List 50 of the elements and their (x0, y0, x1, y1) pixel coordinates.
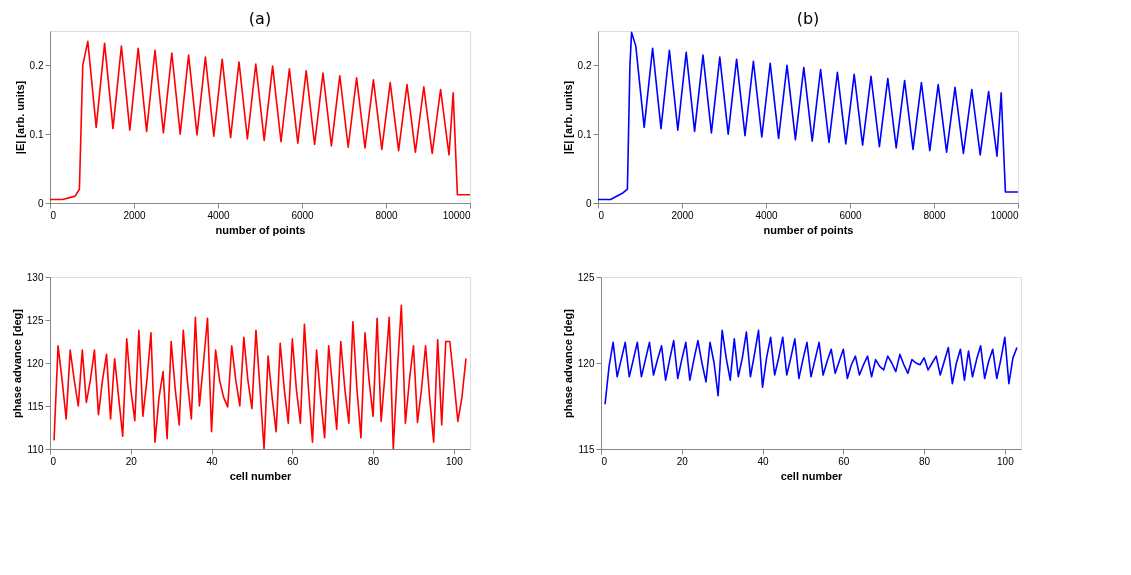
x-axis-title: cell number (780, 469, 844, 482)
x-tick-label: 100 (997, 455, 1015, 467)
x-tick-label: 0 (50, 209, 57, 221)
y-tick-label: 0.2 (29, 59, 44, 71)
x-tick-label: 0 (601, 455, 608, 467)
chart-title: (b) (796, 9, 820, 28)
x-tick-label: 6000 (291, 209, 315, 221)
line-series (604, 329, 1018, 406)
y-tick-label: 120 (577, 357, 595, 369)
line-series (53, 304, 467, 449)
x-axis-title: cell number (229, 469, 293, 482)
x-tick-label: 40 (206, 455, 219, 467)
y-tick-label: 0.1 (29, 128, 44, 140)
y-axis-title: phase advance [deg] (10, 308, 23, 418)
x-tick-label: 20 (125, 455, 138, 467)
x-tick-label: 0 (50, 455, 57, 467)
y-tick-label: 0.2 (577, 59, 592, 71)
x-tick-label: 8000 (923, 209, 947, 221)
x-tick-label: 10000 (990, 209, 1019, 221)
x-tick-label: 8000 (375, 209, 399, 221)
y-tick-label: 115 (27, 400, 44, 412)
y-tick-label: 0.1 (577, 128, 592, 140)
x-axis-title: number of points (763, 223, 854, 236)
x-tick-label: 80 (919, 455, 931, 467)
x-tick-label: 20 (676, 455, 689, 467)
x-axis-title: number of points (215, 223, 306, 236)
x-tick-label: 6000 (839, 209, 863, 221)
y-tick-label: 125 (577, 271, 595, 283)
x-tick-label: 4000 (207, 209, 231, 221)
y-tick-label: 130 (26, 271, 44, 283)
x-tick-label: 2000 (671, 209, 695, 221)
y-tick-label: 125 (26, 314, 44, 326)
x-tick-label: 0 (598, 209, 605, 221)
x-tick-label: 80 (368, 455, 380, 467)
y-tick-label: 0 (585, 197, 592, 209)
y-tick-label: 0 (37, 197, 44, 209)
y-axis-title: phase advance [deg] (561, 308, 574, 418)
x-tick-label: 100 (446, 455, 464, 467)
x-tick-label: 10000 (442, 209, 471, 221)
y-axis-title: |E| [arb. units] (13, 80, 26, 155)
y-tick-label: 115 (578, 443, 595, 455)
x-tick-label: 40 (757, 455, 770, 467)
x-tick-label: 4000 (755, 209, 779, 221)
y-tick-label: 110 (27, 443, 44, 455)
y-axis-title: |E| [arb. units] (561, 80, 574, 155)
chart-title: (a) (248, 9, 272, 28)
x-tick-label: 2000 (123, 209, 147, 221)
x-tick-label: 60 (838, 455, 850, 467)
y-tick-label: 120 (26, 357, 44, 369)
x-tick-label: 60 (287, 455, 299, 467)
